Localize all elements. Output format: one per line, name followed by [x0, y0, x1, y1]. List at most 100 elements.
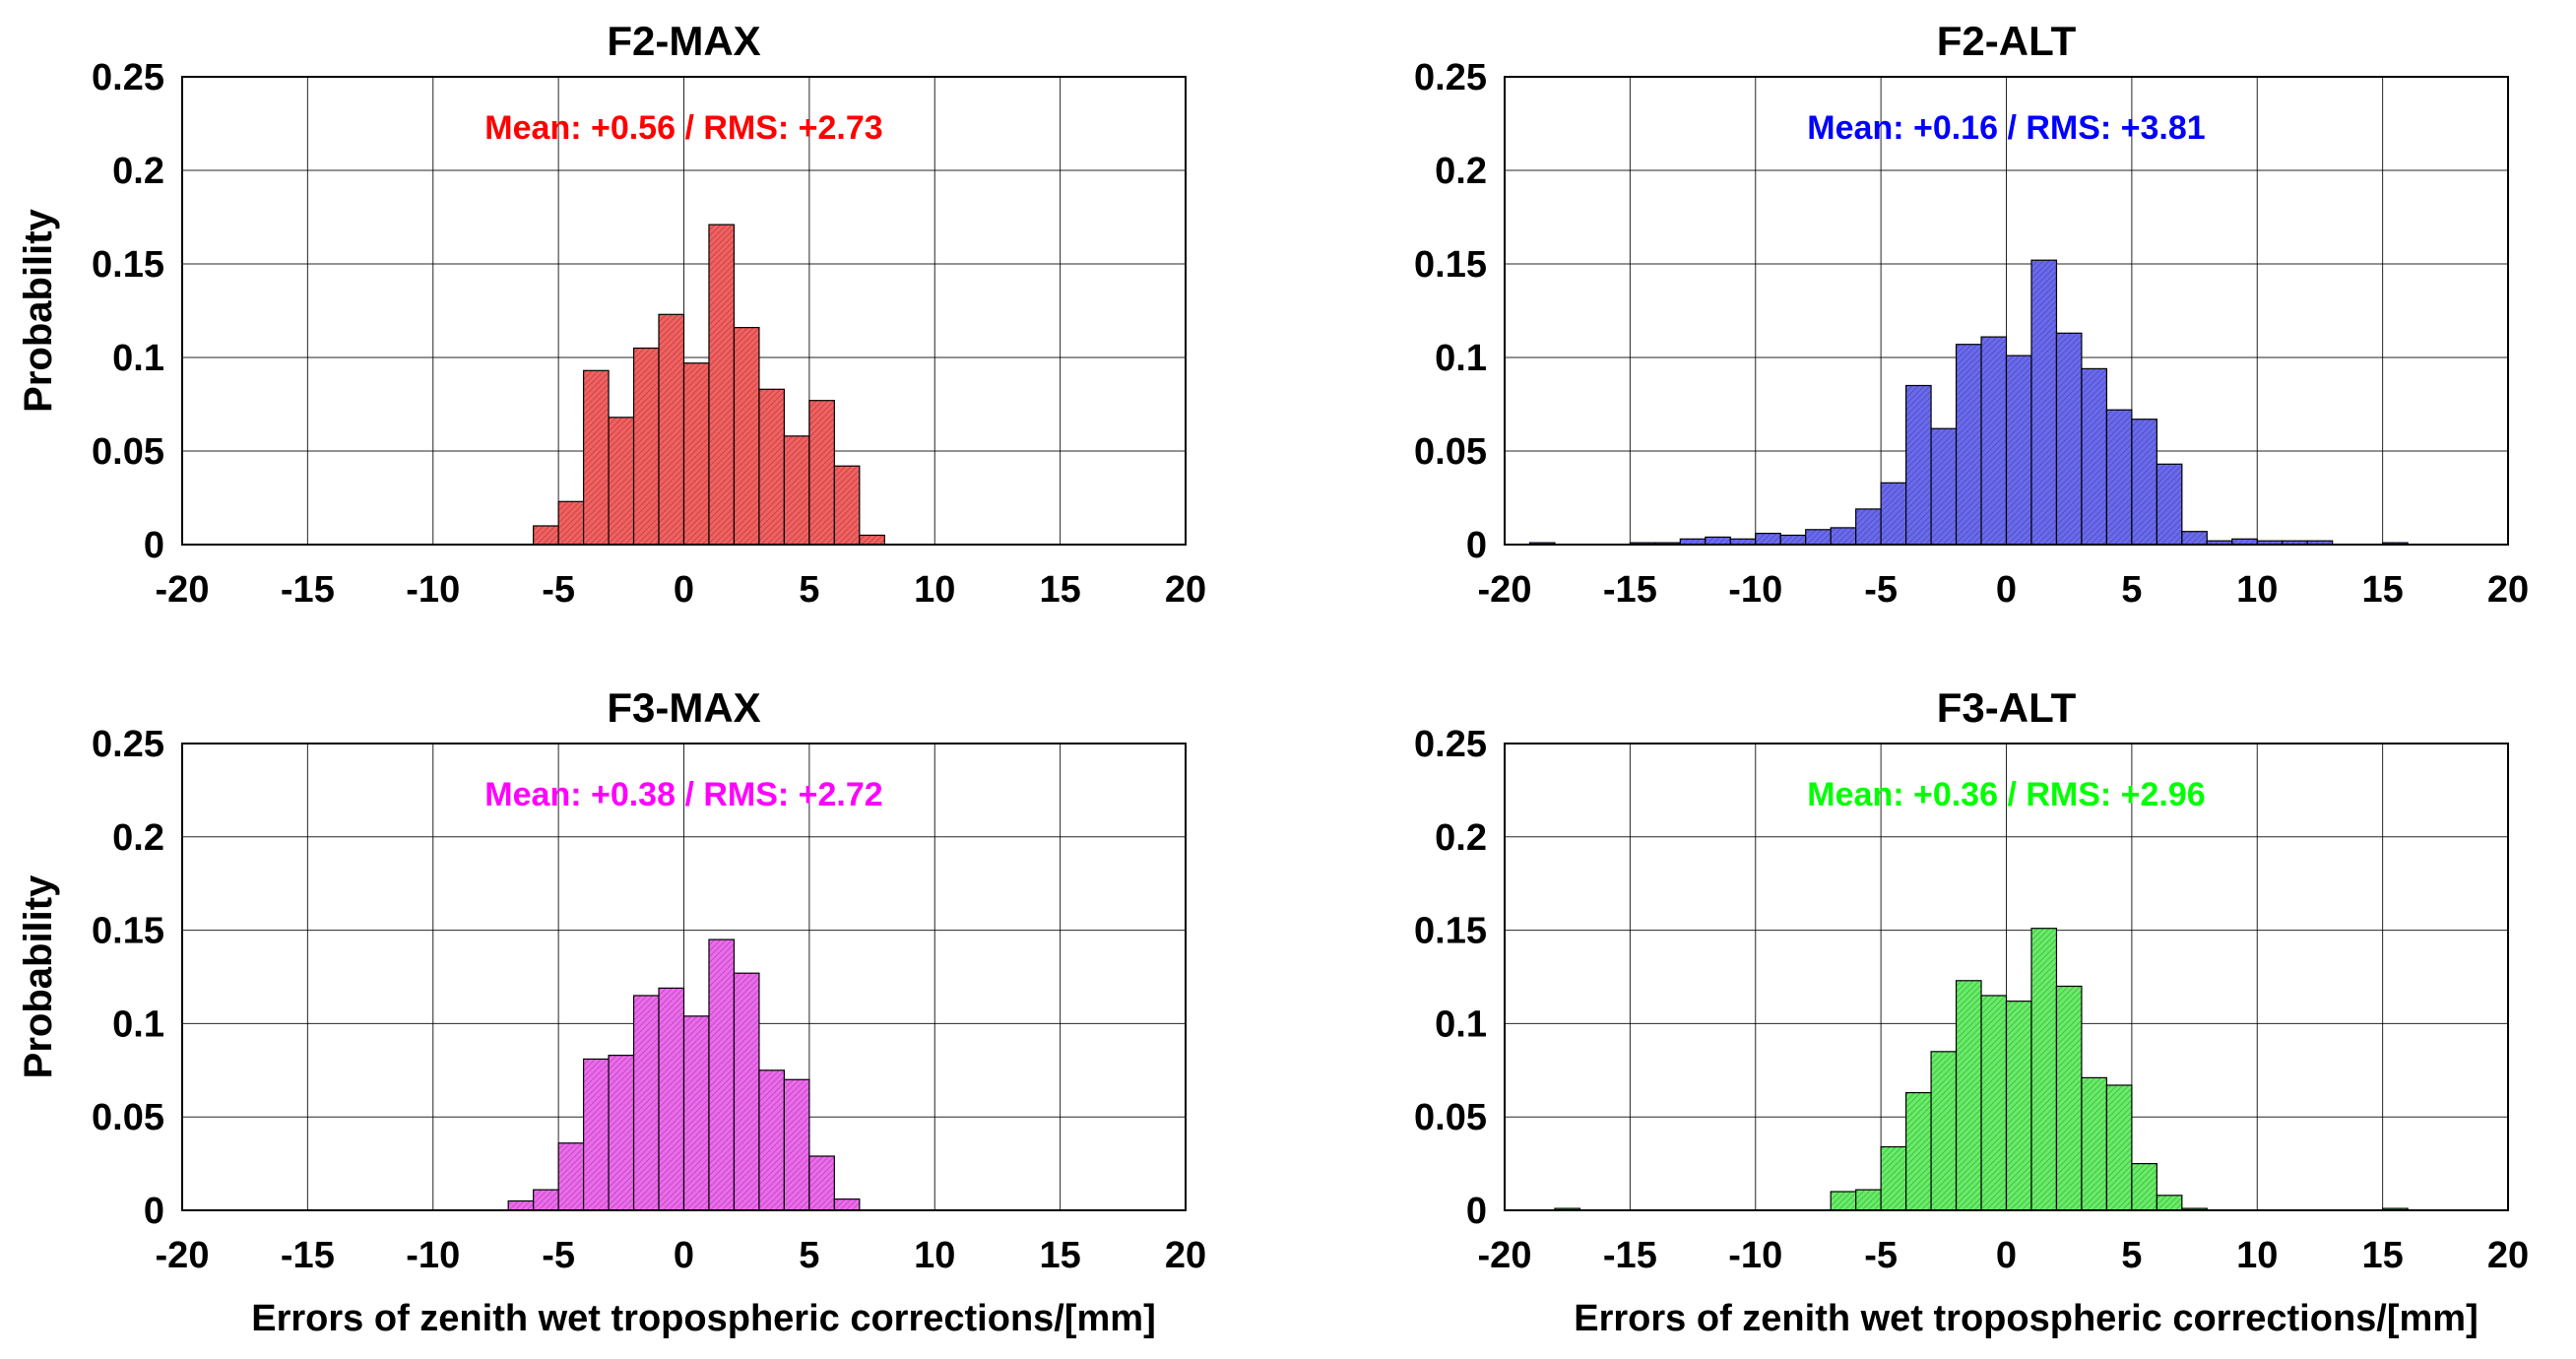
axes-box: [181, 76, 1187, 546]
x-tick-label: -5: [1864, 1235, 1898, 1276]
y-tick-label: 0.1: [1435, 1003, 1487, 1045]
x-axis-label: Errors of zenith wet tropospheric correc…: [251, 1298, 1155, 1339]
histogram-bar-hatch: [1905, 1092, 1932, 1210]
histogram-bar-hatch: [558, 501, 584, 545]
histogram-bar-hatch: [683, 362, 709, 545]
histogram-bar-hatch: [808, 400, 835, 545]
y-tick-label: 0.2: [112, 817, 164, 859]
y-axis-label: Probability: [17, 208, 60, 412]
x-tick-label: -15: [1603, 569, 1657, 611]
x-tick-label: 20: [1165, 569, 1206, 611]
y-tick-label: 0: [144, 1191, 164, 1232]
x-tick-label: 10: [914, 569, 955, 611]
chart-title: F2-ALT: [1937, 18, 2077, 64]
histogram-bar-hatch: [758, 1069, 785, 1210]
y-tick-label: 0: [1466, 1191, 1487, 1232]
histogram-bar-hatch: [1831, 1192, 1856, 1210]
x-tick-label: 15: [2361, 569, 2403, 611]
axes-box: [1504, 743, 2509, 1211]
x-tick-label: -20: [156, 1235, 210, 1276]
chart-panel-f3-max: -20 -15 -10 -5 0 5 10 15 20 0 0.05 0.1 0.15 0.2 0.25 F3…: [17, 684, 1206, 1339]
histogram-bar-hatch: [2056, 986, 2082, 1210]
histogram-bar-hatch: [2006, 356, 2031, 545]
histogram-bar-hatch: [2207, 541, 2232, 545]
histogram-bar-hatch: [1931, 428, 1957, 545]
histogram-bar-hatch: [1680, 539, 1706, 545]
y-tick-label: 0.05: [1414, 1097, 1487, 1138]
histogram-bar-hatch: [1881, 483, 1906, 545]
histogram-bar-hatch: [834, 466, 860, 545]
chart-panel-f2-max: -20 -15 -10 -5 0 5 10 15 20 0 0.05 0.1 0.15 0.2 0.25 F2…: [17, 18, 1206, 611]
histogram-bar-hatch: [1705, 537, 1731, 545]
histogram-bar-hatch: [2030, 260, 2057, 545]
x-tick-label: 20: [2487, 1235, 2529, 1276]
histogram-bar-hatch: [533, 1190, 559, 1210]
y-tick-label: 0.05: [92, 1097, 164, 1138]
x-tick-label: 10: [914, 1235, 955, 1276]
histogram-bar-hatch: [784, 1079, 809, 1210]
chart-panel-f3-alt: -20 -15 -10 -5 0 5 10 15 20 0 0.05 0.1 0.15 0.2 0.25 F3…: [1414, 684, 2529, 1339]
histogram-bar-hatch: [734, 327, 759, 545]
x-tick-label: -20: [1478, 569, 1532, 611]
histogram-bar-hatch: [1905, 385, 1932, 545]
x-tick-label: 0: [674, 569, 694, 611]
y-tick-label: 0.15: [1414, 244, 1487, 286]
x-tick-label: 5: [2121, 569, 2142, 611]
histogram-bar-hatch: [633, 348, 660, 545]
histogram-bar-hatch: [508, 1200, 534, 1210]
histogram-bar-hatch: [1931, 1051, 1957, 1210]
x-tick-label: 10: [2236, 569, 2278, 611]
x-tick-label: -20: [156, 569, 210, 611]
histogram-bar-hatch: [834, 1198, 860, 1210]
y-tick-label: 0.25: [1414, 724, 1487, 765]
stats-annotation: Mean: +0.56 / RMS: +2.73: [484, 109, 882, 147]
histogram-bar-hatch: [1956, 344, 1982, 545]
histogram-bar-hatch: [558, 1142, 584, 1210]
y-axis-label: Probability: [17, 874, 60, 1078]
x-tick-label: 5: [799, 1235, 819, 1276]
x-axis-label: Errors of zenith wet tropospheric correc…: [1574, 1298, 2478, 1339]
stats-annotation: Mean: +0.36 / RMS: +2.96: [1807, 776, 2205, 813]
histogram-bar-hatch: [1881, 1146, 1906, 1210]
chart-title: F3-MAX: [607, 684, 760, 731]
histogram-bar-hatch: [758, 389, 785, 545]
histogram-bar-hatch: [1780, 535, 1806, 545]
axes-box: [1504, 76, 2509, 546]
y-tick-label: 0.05: [92, 431, 164, 473]
x-tick-label: 10: [2236, 1235, 2278, 1276]
y-tick-label: 0.2: [1435, 151, 1487, 192]
histogram-bar-hatch: [2282, 541, 2308, 545]
histogram-bar-hatch: [1730, 539, 1756, 545]
histogram-bar-hatch: [609, 1055, 634, 1210]
y-tick-label: 0.25: [92, 724, 164, 765]
histogram-bar-hatch: [659, 314, 684, 545]
histogram-bar-hatch: [1755, 533, 1781, 545]
y-tick-label: 0.15: [1414, 911, 1487, 952]
chart-panel-f2-alt: -20 -15 -10 -5 0 5 10 15 20 0 0.05 0.1 0.15 0.2 0.25 F2…: [1414, 18, 2529, 611]
y-tick-label: 0: [1466, 525, 1487, 566]
x-tick-label: -5: [542, 569, 575, 611]
histogram-bar-hatch: [2056, 333, 2082, 545]
histogram-bar-hatch: [609, 417, 634, 545]
histogram-bar-hatch: [708, 225, 735, 545]
y-tick-label: 0.25: [1414, 57, 1487, 98]
histogram-bar-hatch: [1831, 527, 1856, 545]
y-tick-label: 0.25: [92, 57, 164, 98]
x-tick-label: 20: [1165, 1235, 1206, 1276]
x-tick-label: 5: [799, 569, 819, 611]
histogram-bar-hatch: [2231, 539, 2258, 545]
histogram-bar-hatch: [1855, 508, 1882, 545]
histogram-bar-hatch: [1805, 529, 1832, 545]
histogram-bar-hatch: [2106, 1084, 2132, 1210]
x-tick-label: 15: [2361, 1235, 2403, 1276]
x-tick-label: -20: [1478, 1235, 1532, 1276]
stats-annotation: Mean: +0.38 / RMS: +2.72: [484, 776, 882, 813]
x-tick-label: -10: [1728, 1235, 1782, 1276]
x-tick-label: 0: [674, 1235, 694, 1276]
y-tick-label: 0.15: [92, 911, 164, 952]
histogram-bar-hatch: [2081, 368, 2107, 545]
x-tick-label: 15: [1039, 569, 1080, 611]
chart-title: F3-ALT: [1937, 684, 2077, 731]
stats-annotation: Mean: +0.16 / RMS: +3.81: [1807, 109, 2205, 147]
